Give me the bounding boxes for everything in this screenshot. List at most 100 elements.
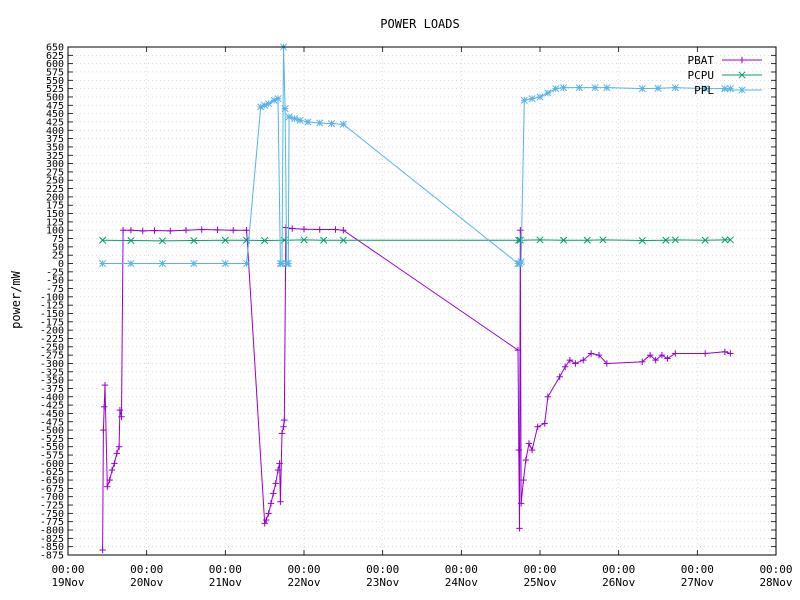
x-tick-time-label: 00:00 (287, 563, 320, 576)
y-tick-label: 350 (46, 142, 64, 153)
x-tick-date-label: 21Nov (209, 576, 242, 589)
data-point (113, 450, 120, 457)
y-tick-label: -800 (40, 526, 64, 537)
data-point (544, 393, 552, 400)
data-point (272, 480, 279, 487)
series-line (102, 226, 731, 551)
y-tick-label: -475 (40, 417, 64, 428)
y-tick-label: 600 (46, 59, 64, 70)
data-point (515, 446, 522, 454)
data-point (127, 236, 135, 245)
data-point (603, 84, 611, 92)
data-point (100, 403, 108, 410)
data-point (726, 236, 734, 244)
y-tick-label: 575 (46, 67, 64, 78)
data-point (517, 258, 525, 266)
data-point (221, 259, 229, 268)
y-tick-label: -500 (40, 426, 64, 437)
data-point (214, 226, 221, 234)
y-tick-label: 0 (58, 259, 64, 270)
data-point (536, 236, 544, 244)
x-tick-time-label: 00:00 (366, 563, 399, 576)
y-tick-label: -625 (40, 467, 64, 478)
y-tick-label: -200 (40, 326, 64, 337)
data-point (541, 420, 548, 427)
data-point (127, 259, 135, 268)
y-tick-label: -550 (40, 442, 64, 453)
y-tick-label: -600 (40, 459, 64, 470)
data-point (108, 466, 116, 474)
y-tick-label: 325 (46, 151, 64, 162)
data-point (158, 259, 166, 268)
data-point (316, 119, 324, 127)
data-point (339, 120, 347, 128)
y-tick-label: 525 (46, 84, 64, 95)
legend-marker (738, 56, 746, 64)
y-tick-label: -875 (40, 551, 64, 562)
series-layer (99, 43, 734, 554)
legend-label: PBAT (688, 54, 715, 67)
x-tick-date-label: 23Nov (366, 576, 399, 589)
data-point (339, 236, 347, 244)
data-point (534, 423, 541, 430)
data-point (646, 351, 654, 359)
data-point (99, 259, 107, 268)
y-tick-label: -525 (40, 434, 64, 445)
data-point (652, 356, 659, 364)
y-tick-label: 450 (46, 109, 64, 120)
y-tick-label: 500 (46, 92, 64, 103)
y-tick-label: -575 (40, 451, 64, 462)
y-tick-label: 250 (46, 176, 64, 187)
data-point (603, 360, 611, 367)
data-point (296, 116, 304, 124)
x-tick-time-label: 00:00 (445, 563, 478, 576)
x-tick-time-label: 00:00 (602, 563, 635, 576)
y-tick-label: 550 (46, 76, 64, 87)
x-tick-time-label: 00:00 (523, 563, 556, 576)
y-tick-label: 100 (46, 226, 64, 237)
data-point (517, 500, 525, 507)
data-point (284, 259, 292, 268)
y-tick-label: 225 (46, 184, 64, 195)
data-point (182, 227, 190, 234)
data-point (528, 446, 536, 454)
y-tick-label: -50 (46, 276, 64, 287)
data-point (116, 406, 124, 414)
data-point (727, 350, 734, 357)
y-tick-label: -150 (40, 309, 64, 320)
data-point (515, 236, 523, 244)
y-tick-label: -250 (40, 342, 64, 353)
y-tick-label: 175 (46, 201, 64, 212)
y-tick-label: 625 (46, 51, 64, 62)
data-point (561, 363, 569, 370)
data-point (115, 443, 123, 450)
data-point (270, 490, 277, 497)
data-point (639, 358, 646, 365)
data-point (671, 236, 679, 244)
y-tick-label: -675 (40, 484, 64, 495)
y-ticks: -875-850-825-800-775-750-725-700-675-650… (40, 43, 776, 562)
y-tick-label: 400 (46, 126, 64, 137)
data-point (230, 227, 237, 234)
y-axis-label: power/mW (9, 270, 23, 329)
data-point (111, 460, 118, 467)
data-point (672, 350, 679, 357)
y-tick-label: 200 (46, 192, 64, 203)
data-point (560, 236, 568, 244)
data-point (118, 413, 125, 420)
data-point (701, 85, 709, 93)
data-point (274, 466, 282, 474)
y-tick-label: -350 (40, 376, 64, 387)
x-tick-date-label: 24Nov (445, 576, 478, 589)
data-point (552, 85, 560, 93)
data-point (721, 85, 729, 93)
data-point (514, 346, 522, 354)
x-tick-date-label: 26Nov (602, 576, 635, 589)
data-point (99, 236, 107, 244)
data-point (654, 84, 662, 92)
y-tick-label: 275 (46, 167, 64, 178)
y-tick-label: 75 (52, 234, 64, 245)
data-point (587, 350, 595, 357)
data-point (595, 351, 603, 359)
